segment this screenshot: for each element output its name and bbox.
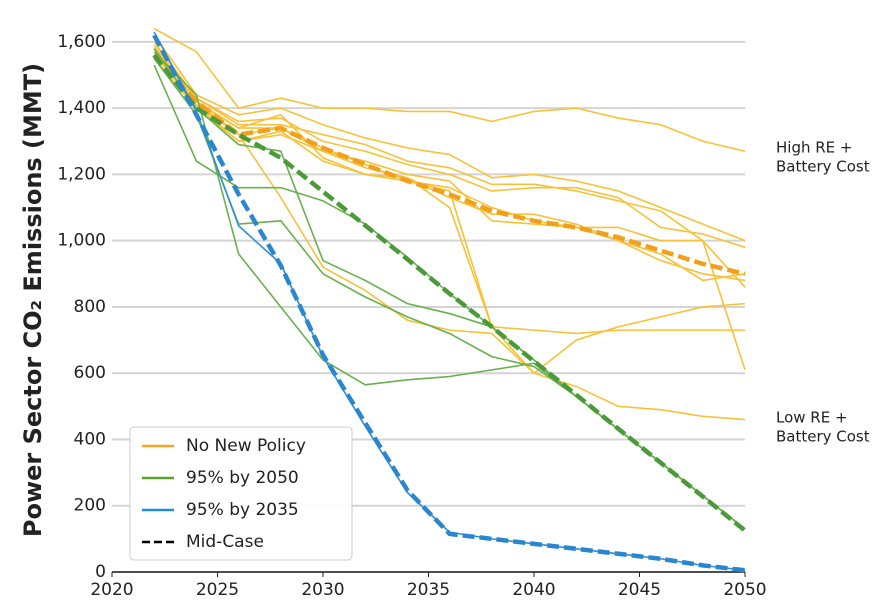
x-tick-label: 2040 [512,580,555,600]
y-tick-label: 400 [74,429,106,449]
annotation: Battery Cost [776,428,870,446]
legend-label: 95% by 2035 [186,500,299,520]
scenario-line [153,44,746,371]
y-tick-label: 0 [95,562,106,582]
y-tick-label: 200 [74,496,106,516]
x-tick-label: 2035 [407,580,450,600]
y-tick-label: 1,400 [57,98,106,118]
scenario-line [153,57,746,282]
mid-case-line [152,34,746,573]
scenario-line [153,51,745,335]
scenario-line [153,41,746,288]
scenario-line [153,54,746,421]
x-tick-label: 2050 [723,580,766,600]
y-axis-label: Power Sector CO₂ Emissions (MMT) [19,63,47,537]
scenario-line [153,48,746,375]
scenario-line [153,34,746,242]
legend: No New Policy 95% by 2050 95% by 2035 Mid-C… [129,426,353,561]
annotation: Low RE + [776,409,848,427]
legend-label: No New Policy [186,436,306,456]
y-tick-label: 600 [74,363,106,383]
y-tick-label: 1,600 [57,32,106,52]
scenario-line [153,27,746,152]
mid-case-line [152,53,746,276]
annotation: High RE + [776,139,852,157]
legend-label: Mid-Case [186,532,264,552]
scenario-line [153,41,746,249]
annotation: Battery Cost [776,158,870,176]
x-tick-label: 2045 [618,580,661,600]
legend-label: 95% by 2050 [186,468,299,488]
x-tick-label: 2025 [196,580,239,600]
y-tick-label: 800 [74,297,106,317]
x-tick-label: 2020 [90,580,133,600]
x-tick-label: 2030 [301,580,344,600]
scenario-line [153,48,746,282]
legend-box [129,426,353,561]
y-tick-label: 1,200 [57,164,106,184]
y-tick-label: 1,000 [57,231,106,251]
mid-case-line [152,53,747,533]
